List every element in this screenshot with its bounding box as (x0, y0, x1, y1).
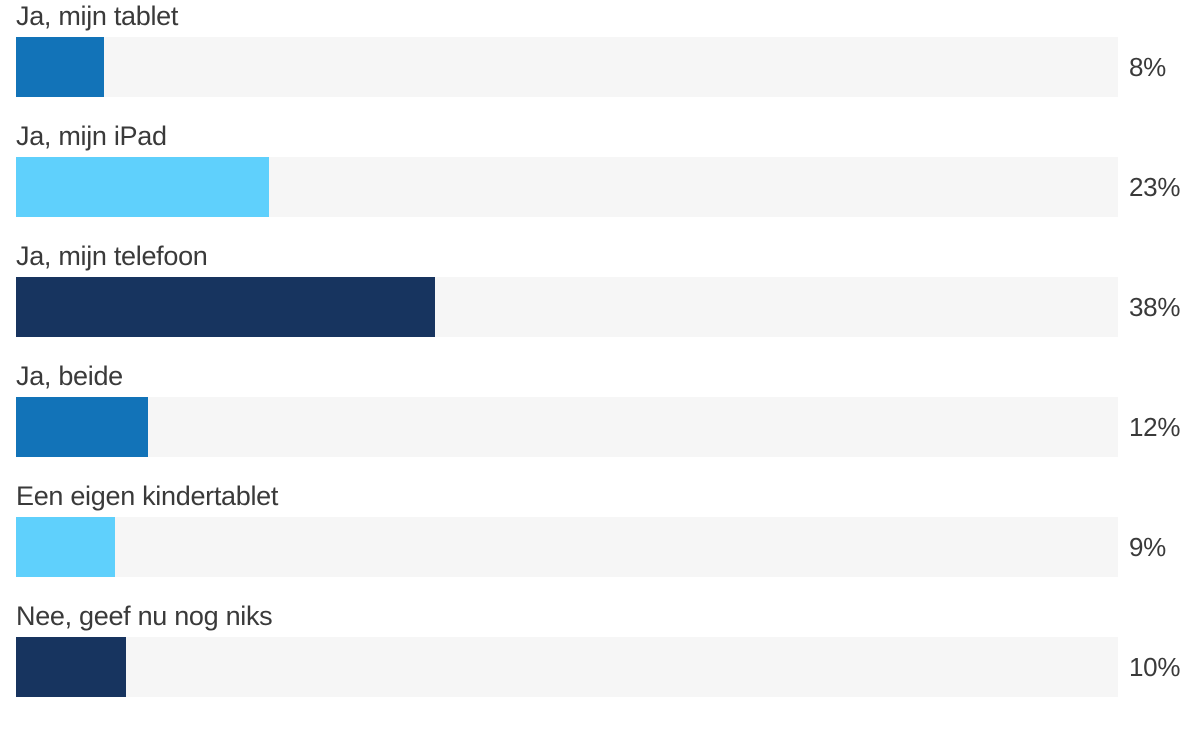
bar-row: Ja, mijn iPad 23% (16, 110, 1186, 217)
bar-track (16, 277, 1118, 337)
bar-row: Ja, beide 12% (16, 350, 1186, 457)
bar-row: Een eigen kindertablet 9% (16, 470, 1186, 577)
bar (16, 637, 126, 697)
bar-track (16, 517, 1118, 577)
bar (16, 397, 148, 457)
bar-row: Ja, mijn tablet 8% (16, 0, 1186, 97)
value-label: 9% (1129, 532, 1166, 562)
bar-row: Nee, geef nu nog niks 10% (16, 590, 1186, 697)
value-label: 10% (1129, 652, 1181, 682)
value-label: 8% (1129, 52, 1166, 82)
category-label: Ja, mijn iPad (16, 121, 167, 151)
value-label: 12% (1129, 412, 1181, 442)
bar-track (16, 397, 1118, 457)
category-label: Een eigen kindertablet (16, 481, 279, 511)
bar-track (16, 157, 1118, 217)
bar-track (16, 637, 1118, 697)
value-label: 23% (1129, 172, 1181, 202)
bar-track (16, 37, 1118, 97)
bar (16, 37, 104, 97)
category-label: Ja, mijn telefoon (16, 241, 208, 271)
bar (16, 277, 435, 337)
category-label: Ja, beide (16, 361, 123, 391)
category-label: Nee, geef nu nog niks (16, 601, 273, 631)
category-label: Ja, mijn tablet (16, 1, 179, 31)
bar-row: Ja, mijn telefoon 38% (16, 230, 1186, 337)
bar (16, 157, 269, 217)
value-label: 38% (1129, 292, 1181, 322)
bar (16, 517, 115, 577)
